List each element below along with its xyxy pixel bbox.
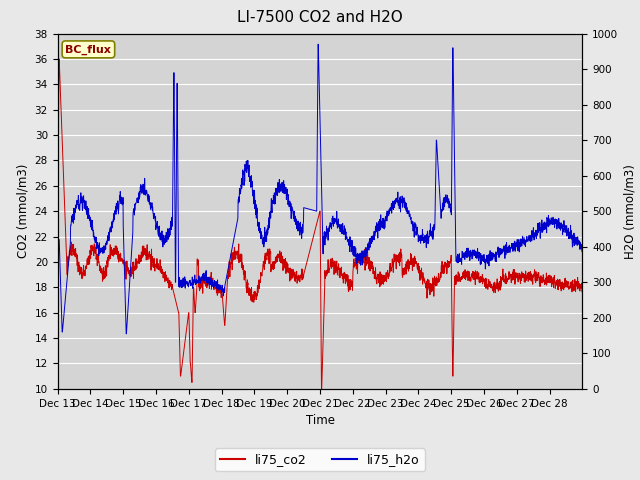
li75_co2 [352, 262, 360, 268]
Text: BC_flux: BC_flux [65, 44, 111, 55]
li75_co2 [55, 56, 63, 62]
X-axis label: Time: Time [305, 414, 335, 427]
li75_h2o [572, 239, 579, 245]
li75_co2 [572, 282, 579, 288]
li75_h2o [314, 41, 322, 47]
li75_co2 [54, 246, 61, 252]
li75_co2 [220, 308, 227, 313]
li75_h2o [54, 237, 61, 242]
li75_h2o [478, 252, 486, 258]
Line: li75_h2o: li75_h2o [58, 44, 582, 334]
Text: LI-7500 CO2 and H2O: LI-7500 CO2 and H2O [237, 10, 403, 24]
li75_co2 [317, 386, 325, 392]
li75_h2o [122, 331, 130, 336]
li75_co2 [106, 242, 114, 248]
Line: li75_co2: li75_co2 [58, 59, 582, 389]
li75_co2 [579, 283, 586, 289]
Y-axis label: H2O (mmol/m3): H2O (mmol/m3) [624, 164, 637, 259]
li75_h2o [220, 291, 227, 297]
li75_h2o [508, 242, 516, 248]
li75_h2o [579, 242, 586, 248]
li75_co2 [508, 273, 516, 279]
li75_co2 [478, 276, 486, 282]
li75_h2o [106, 226, 114, 232]
li75_h2o [352, 245, 360, 251]
Y-axis label: CO2 (mmol/m3): CO2 (mmol/m3) [16, 164, 29, 258]
Legend: li75_co2, li75_h2o: li75_co2, li75_h2o [215, 448, 425, 471]
